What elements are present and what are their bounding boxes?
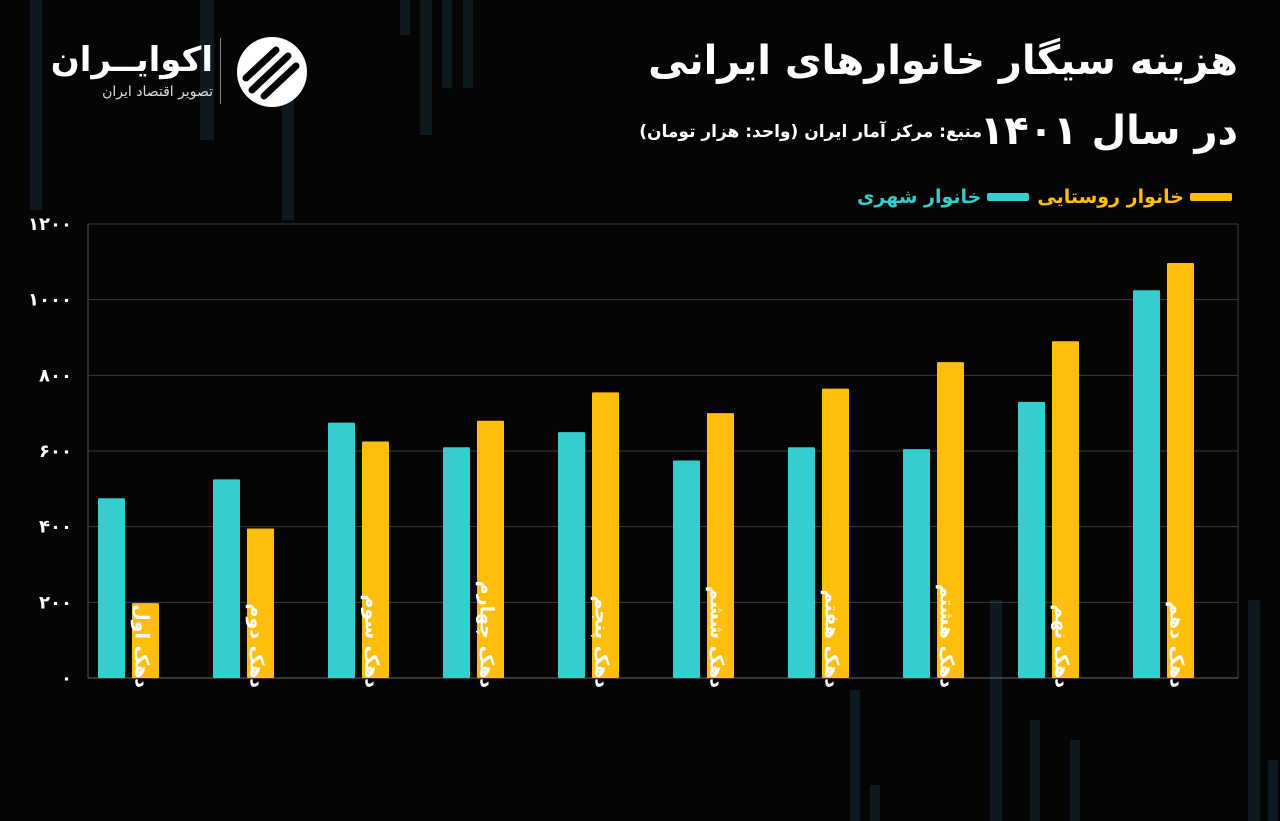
- decor-bar: [463, 0, 473, 88]
- legend-label-urban: خانوار شهری: [856, 186, 982, 208]
- x-tick-label: دهک دهم: [1166, 601, 1188, 688]
- bar-urban: [903, 449, 930, 678]
- decor-bar: [442, 0, 452, 88]
- decor-bar: [1268, 760, 1278, 821]
- logo: اکوایــران تصویر اقتصاد ایران: [48, 32, 318, 112]
- decor-bar: [282, 100, 294, 220]
- decor-bar: [400, 0, 410, 35]
- legend-item-rural: خانوار روستایی: [1037, 186, 1232, 208]
- bar-rural: [592, 392, 619, 678]
- bar-rural: [247, 528, 274, 678]
- bar-urban: [443, 447, 470, 678]
- bar-rural: [707, 413, 734, 678]
- decor-bar: [1248, 600, 1260, 821]
- bar-urban: [1018, 401, 1045, 678]
- y-tick-label: ۴۰۰: [39, 517, 72, 538]
- x-tick-label: دهک ششم: [706, 586, 728, 688]
- bar-urban: [328, 422, 355, 678]
- chart-title-year: در سال ۱۴۰۱: [979, 108, 1238, 154]
- y-tick-label: ۶۰۰: [39, 441, 72, 462]
- bar-urban: [558, 432, 585, 678]
- y-tick-label: ۲۰۰: [39, 592, 72, 613]
- bar-rural: [1167, 262, 1194, 678]
- legend-swatch-rural: [1190, 193, 1232, 201]
- bar-rural: [477, 420, 504, 678]
- bar-urban: [1133, 290, 1160, 678]
- bar-rural: [937, 362, 964, 678]
- legend-swatch-urban: [987, 193, 1030, 201]
- logo-divider: [220, 38, 221, 104]
- bar-urban: [673, 460, 700, 678]
- y-tick-label: ۰: [61, 668, 72, 689]
- legend-label-rural: خانوار روستایی: [1037, 186, 1184, 208]
- y-tick-label: ۸۰۰: [39, 365, 72, 386]
- x-tick-label: دهک پنجم: [591, 596, 613, 689]
- x-tick-label: دهک هشتم: [936, 584, 958, 688]
- chart-source: منبع: مرکز آمار ایران (واحد: هزار تومان): [639, 122, 982, 142]
- decor-bar: [420, 0, 432, 135]
- x-tick-label: دهک سوم: [361, 594, 383, 688]
- x-tick-label: دهک هفتم: [821, 590, 843, 689]
- ecoiran-logo-icon: [237, 37, 307, 107]
- bar-urban: [213, 479, 240, 678]
- bar-rural: [822, 388, 849, 678]
- decor-bar: [850, 690, 860, 821]
- y-tick-label: ۱۲۰۰: [28, 214, 72, 235]
- y-tick-label: ۱۰۰۰: [28, 290, 72, 311]
- chart-title: هزینه سیگار خانوارهای ایرانی: [648, 38, 1238, 84]
- logo-name: اکوایــران: [50, 40, 213, 80]
- bar-rural: [132, 603, 159, 678]
- bar-rural: [362, 441, 389, 678]
- decor-bar: [1030, 720, 1040, 821]
- bar-rural: [1052, 341, 1079, 678]
- x-tick-label: دهک نهم: [1051, 604, 1073, 688]
- decor-bar: [1070, 740, 1080, 821]
- decor-bar: [990, 600, 1002, 821]
- decor-bar: [200, 0, 214, 140]
- decor-bar: [870, 785, 880, 821]
- logo-subtitle: تصویر اقتصاد ایران: [102, 84, 213, 100]
- bar-urban: [98, 498, 125, 678]
- legend-item-urban: خانوار شهری: [856, 186, 1030, 208]
- decor-bar: [30, 0, 42, 210]
- x-tick-label: دهک اول: [131, 604, 153, 688]
- x-tick-label: دهک چهارم: [476, 581, 498, 688]
- x-tick-label: دهک دوم: [246, 604, 268, 689]
- legend: خانوار روستایی خانوار شهری: [857, 186, 1232, 208]
- bar-urban: [788, 447, 815, 678]
